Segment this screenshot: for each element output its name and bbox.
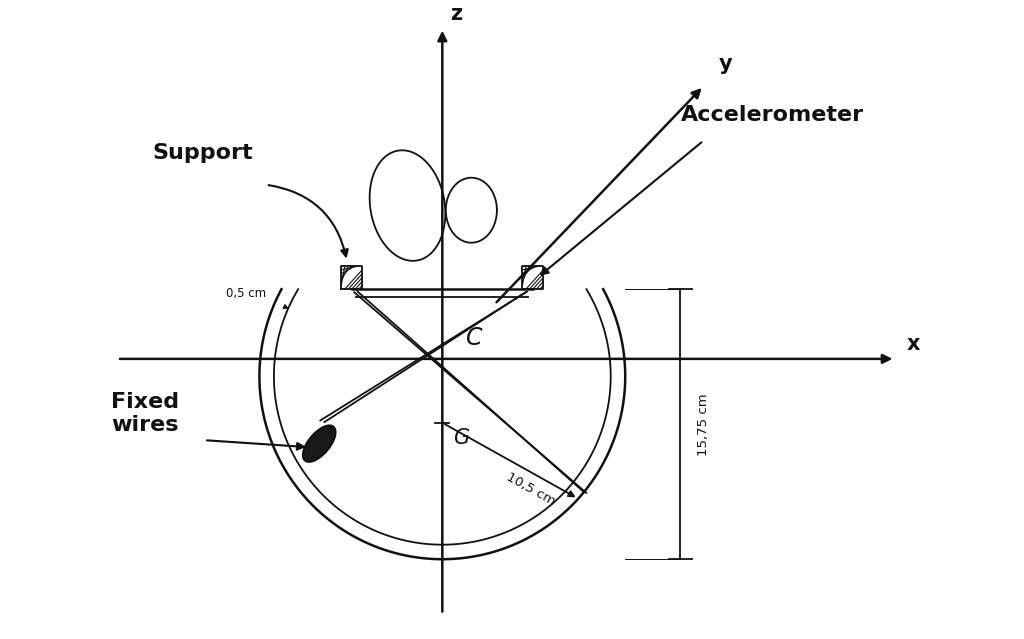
Text: Fixed
wires: Fixed wires xyxy=(112,392,179,435)
Text: 0,5 cm: 0,5 cm xyxy=(225,288,266,300)
Text: 10,5 cm: 10,5 cm xyxy=(505,470,558,508)
Text: 15,75 cm: 15,75 cm xyxy=(697,393,710,456)
Text: x: x xyxy=(907,334,921,354)
Text: Accelerometer: Accelerometer xyxy=(680,105,863,125)
Text: y: y xyxy=(719,54,732,74)
Text: C: C xyxy=(466,326,482,350)
Text: z: z xyxy=(451,4,463,24)
Ellipse shape xyxy=(303,426,336,462)
Text: Support: Support xyxy=(152,143,253,163)
Text: G: G xyxy=(453,427,469,448)
